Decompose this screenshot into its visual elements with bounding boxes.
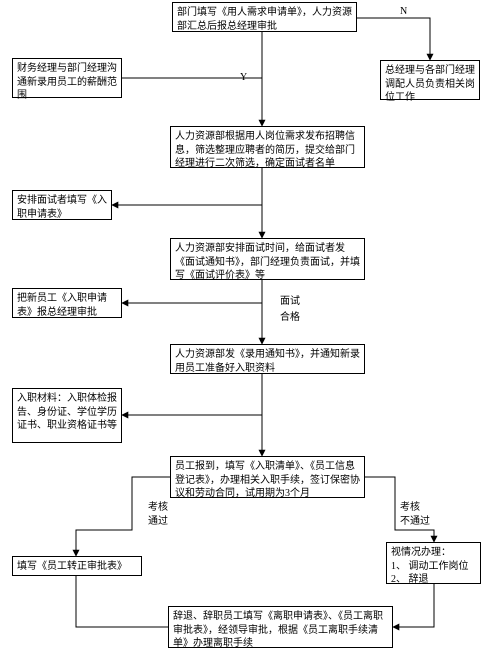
label-interview-2: 合格 [280,312,300,324]
node-recruit: 人力资源部根据用人岗位需求发布招聘信息，筛选整理应聘者的简历，提交给部门经理进行… [170,126,365,168]
node-onboard: 员工报到，填写《入职清单》、《员工信息登记表》，办理相关入职手续，签订保密协议和… [170,456,365,498]
label-branch-n: N [400,6,407,18]
node-apply-form: 安排面试者填写《入职申请表》 [12,190,112,220]
node-salary-range: 财务经理与部门经理沟通新录用员工的薪酬范围 [12,58,122,98]
node-materials: 入职材料：入职体检报告、身份证、学位学历证书、职业资格证书等 [12,388,122,443]
label-interview-1: 面试 [280,296,300,308]
label-assess-pass-2: 通过 [148,516,168,528]
label-assess-fail-2: 不通过 [400,516,430,528]
node-fail: 视情况办理： 1、 调动工作岗位 2、 辞退 [386,542,481,584]
node-gm-adjust: 总经理与各部门经理调配人员负责相关岗位工作 [380,60,480,100]
label-assess-fail-1: 考核 [400,502,420,514]
node-top: 部门填写《用人需求申请单》，人力资源部汇总后报总经理审批 [172,2,357,32]
node-leave: 辞退、辞职员工填写《离职申请表》、《员工离职审批表》，经领导审批，根据《员工离职… [168,606,393,648]
label-assess-pass-1: 考核 [148,502,168,514]
node-offer: 人力资源部发《录用通知书》，并通知新录用员工准备好入职资料 [170,344,365,374]
node-interview: 人力资源部安排面试时间，给面试者发《面试通知书》，部门经理负责面试，并填写《面试… [170,238,365,280]
node-report-gm: 把新员工《入职申请表》报总经理审批 [12,288,122,318]
label-branch-y: Y [240,72,247,84]
node-pass: 填写《员工转正审批表》 [12,556,142,576]
